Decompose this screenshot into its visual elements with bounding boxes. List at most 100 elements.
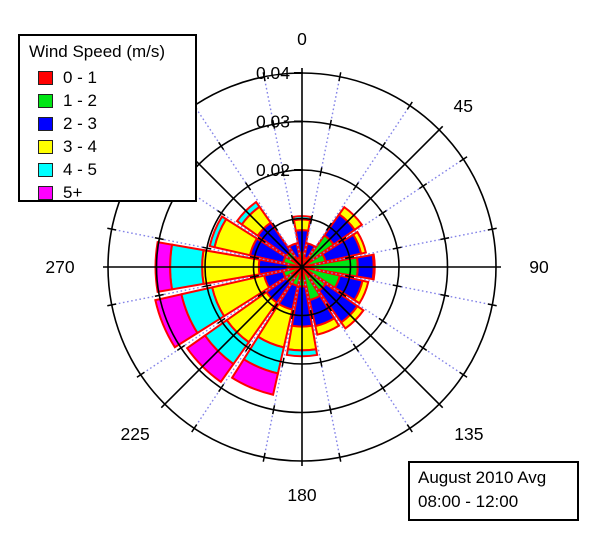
ring-tick [271,303,279,312]
ring-tick [107,303,117,307]
legend-item-label: 3 - 4 [63,136,98,156]
minor-spoke-213.75 [193,277,296,429]
legend-item-label: 4 - 5 [63,159,98,179]
minor-spoke-258.75 [111,268,290,306]
angle-label-270: 270 [45,257,74,277]
annotation-line-1: August 2010 Avg [418,468,547,487]
ring-tick [218,383,225,393]
ring-tick [176,344,186,351]
ring-tick [338,290,347,298]
spoke-135 [301,266,444,409]
petal-WNW-bin-4 [208,215,228,249]
ring-tick [191,424,198,433]
ring-tick [328,119,332,129]
ring-tick [319,357,323,367]
minor-spoke-146.25 [308,277,411,429]
ring-tick [309,310,314,320]
ring-tick [249,255,259,260]
annotation-line-2: 08:00 - 12:00 [418,492,519,511]
ring-tick [217,209,226,217]
radial-label-0.03: 0.03 [256,112,290,132]
legend-item: 0 - 1 [29,66,189,89]
minor-spoke-326.25 [193,105,296,257]
angle-label-180: 180 [287,485,316,505]
ring-tick [352,343,360,352]
legend-swatch [38,185,53,200]
legend-item-label: 0 - 1 [63,67,98,87]
ring-tick [338,236,347,244]
ring-tick [345,255,355,260]
petal-SSW-bin-5 [230,357,280,396]
legend-item: 1 - 2 [29,89,189,112]
ring-tick [217,317,226,325]
ring-tick [459,371,468,378]
petal-E-bin-3 [371,253,376,281]
ring-tick [338,72,342,82]
minor-spoke-78.75 [314,228,493,266]
legend-swatch [38,162,53,177]
annotation-box: August 2010 Avg 08:00 - 12:00 [408,461,579,521]
angle-label-0: 0 [297,29,307,49]
ring-tick [418,344,428,351]
ring-tick [154,293,164,297]
minor-spoke-123.75 [312,273,464,376]
legend-item-label: 5+ [63,182,83,202]
ring-tick [325,303,333,312]
ring-tick [440,237,450,241]
ring-tick [459,156,468,163]
ring-tick [290,310,295,320]
radial-label-0.02: 0.02 [256,160,290,180]
legend-item: 2 - 3 [29,112,189,135]
legend-box: Wind Speed (m/s) 0 - 1 1 - 2 2 - 3 3 - 4 4 -… [18,34,197,202]
minor-spoke-281.25 [111,228,290,266]
petal-ENE-bin-3 [351,230,368,255]
legend-item: 3 - 4 [29,135,189,158]
angle-label-135: 135 [454,424,483,444]
minor-spoke-11.25 [303,76,341,255]
ring-tick [487,303,497,307]
angle-label-90: 90 [529,257,549,277]
legend-swatch [38,93,53,108]
ring-tick [418,183,428,190]
ring-tick [378,209,387,217]
ring-tick [281,357,285,367]
ring-tick [345,274,355,279]
legend-item: 4 - 5 [29,158,189,181]
ring-tick [249,274,259,279]
legend-title: Wind Speed (m/s) [29,42,166,61]
ring-tick [379,141,386,151]
ring-tick [257,236,266,244]
ring-tick [136,371,145,378]
ring-tick [290,214,295,224]
petal-WSW-bin-5 [154,293,199,349]
minor-spoke-33.75 [308,105,411,257]
spoke-225 [160,266,303,409]
ring-tick [325,222,333,231]
ring-tick [352,182,360,191]
legend-item: 5+ [29,181,189,204]
ring-tick [338,452,342,462]
petal-SSE-bin-3 [314,316,341,336]
ring-tick [379,383,386,393]
minor-spoke-56.25 [312,158,464,261]
ring-tick [202,284,212,288]
ring-tick [392,246,402,250]
ring-tick [271,222,279,231]
ring-tick [309,214,314,224]
minor-spoke-191.25 [263,279,301,458]
ring-tick [281,167,285,177]
legend-swatch [38,139,53,154]
ring-tick [392,284,402,288]
ring-tick [262,72,266,82]
ring-tick [262,452,266,462]
minor-spoke-168.75 [303,279,341,458]
ring-tick [487,227,497,231]
axis-labels: 0 45 90 135 180 225 270 0.04 0.03 0.02 [45,29,549,505]
minor-spoke-101.25 [314,268,493,306]
ring-tick [202,246,212,250]
ring-tick [319,167,323,177]
spoke-45 [301,125,444,268]
legend-item-label: 2 - 3 [63,113,98,133]
ring-tick [272,405,276,415]
